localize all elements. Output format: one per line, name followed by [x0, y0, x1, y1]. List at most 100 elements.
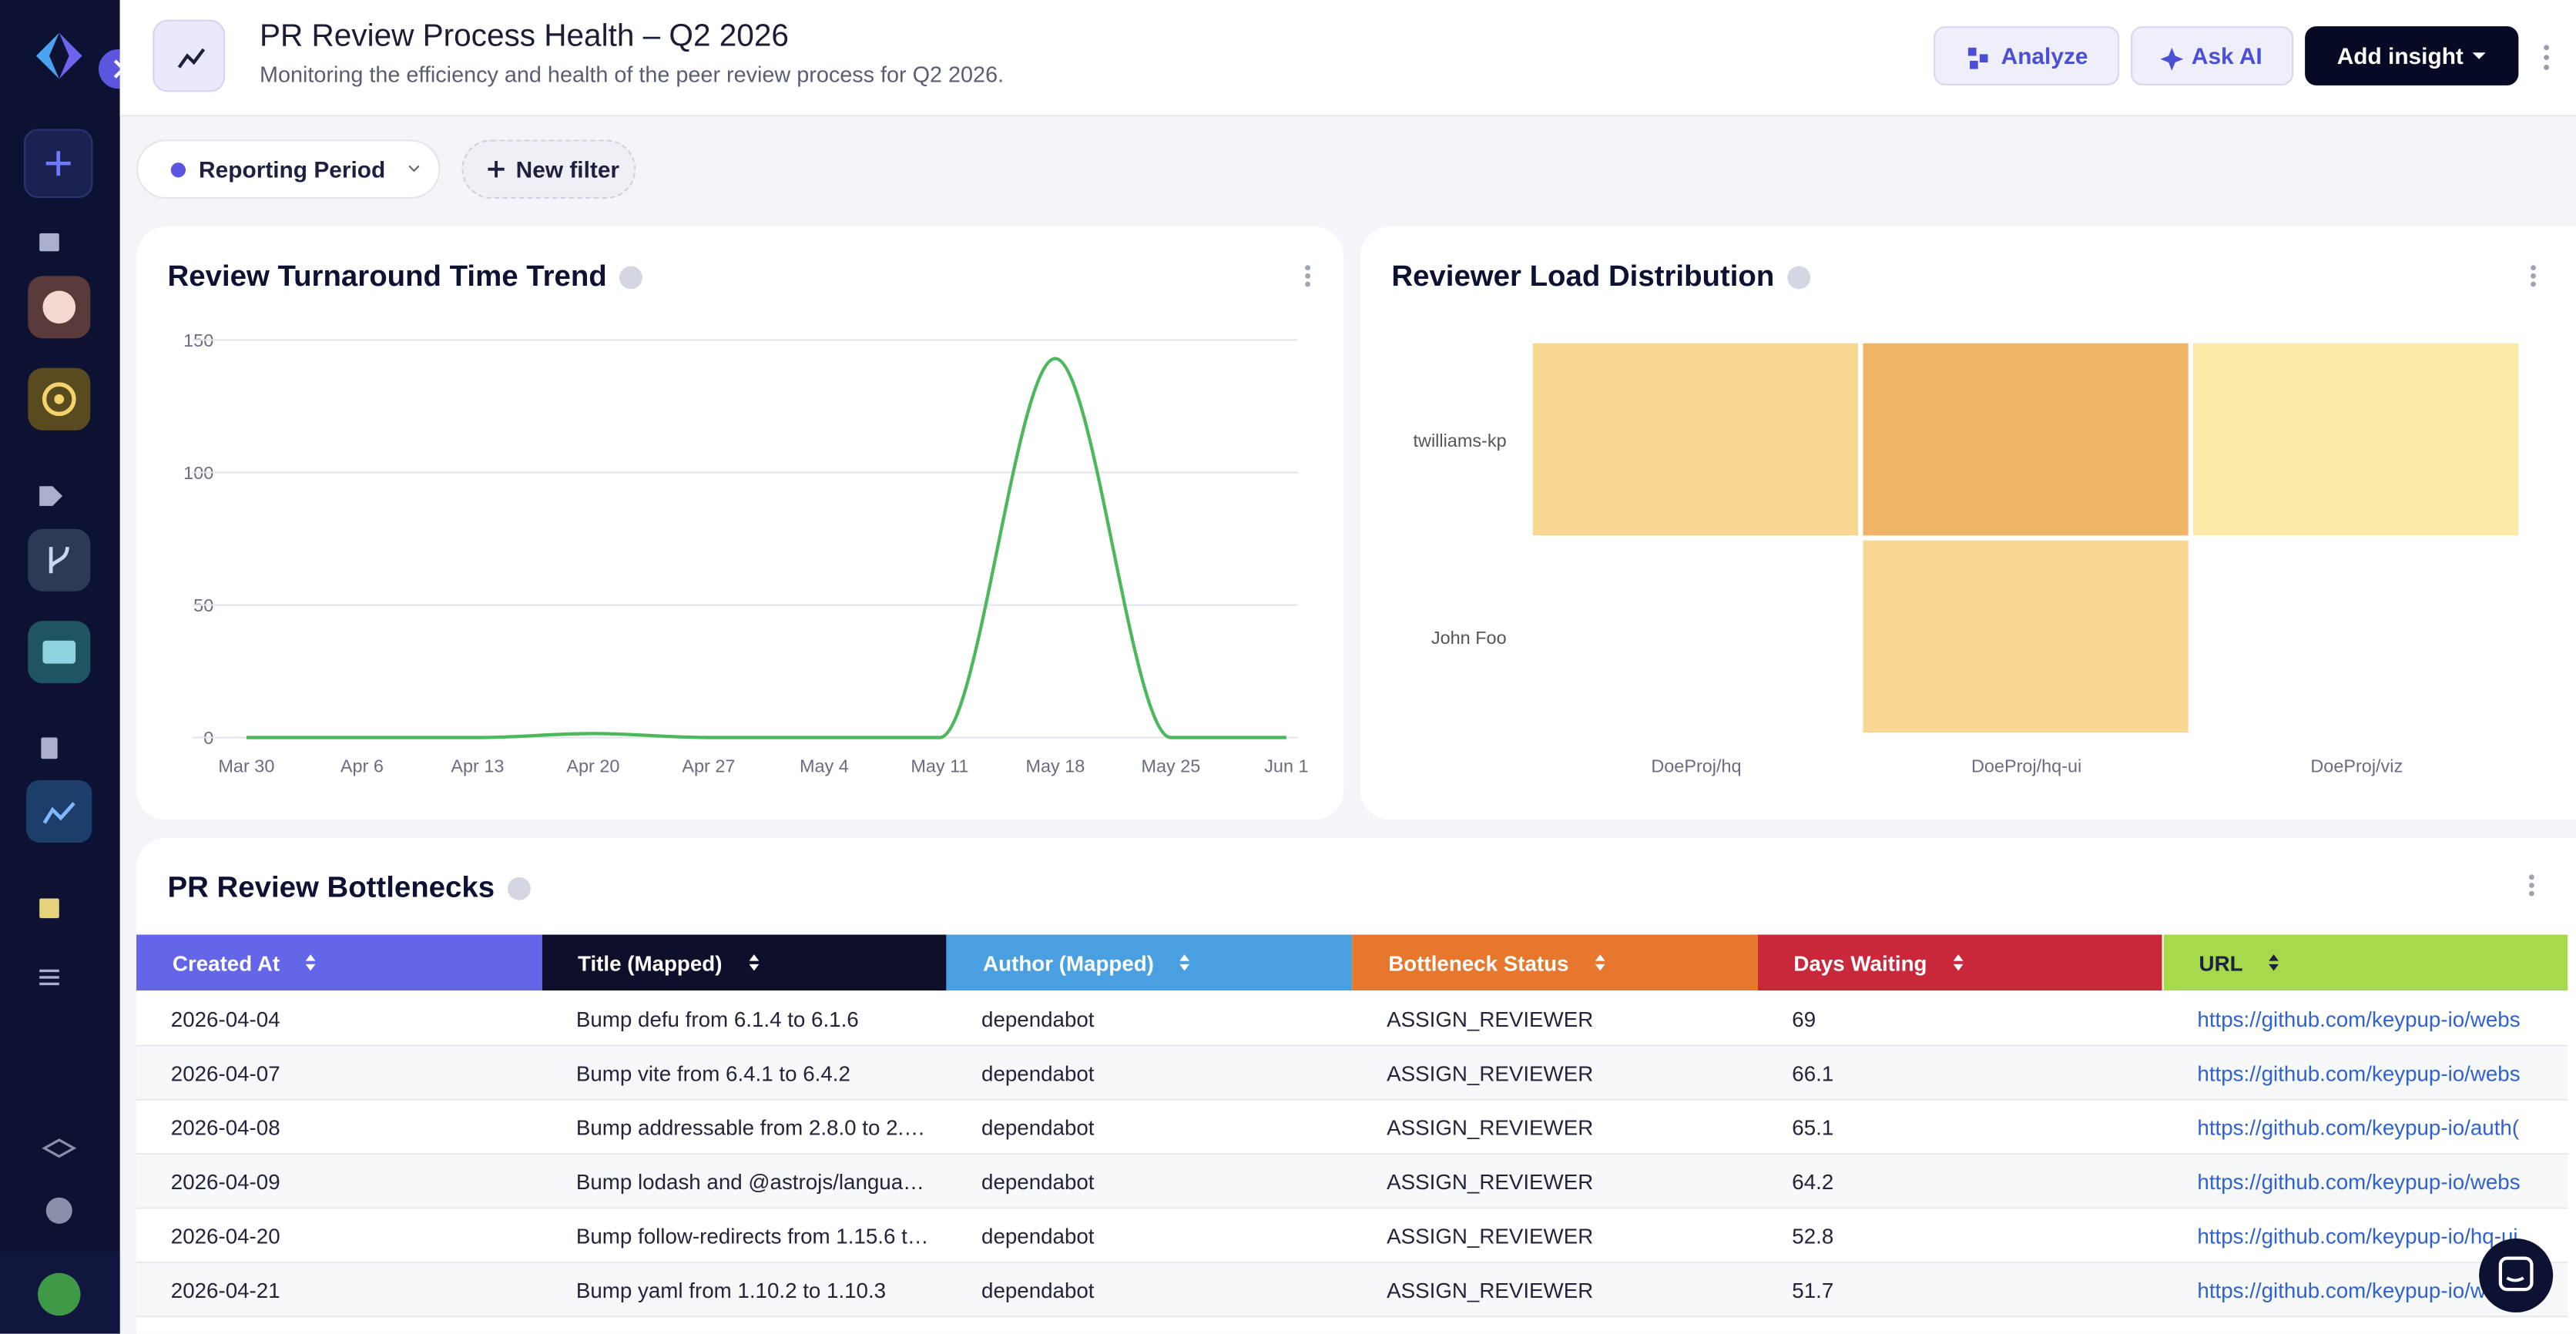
button-label: Ask AI	[2191, 42, 2262, 69]
table-cell: ASSIGN_REVIEWER	[1387, 1061, 1594, 1086]
x-tick-label: May 4	[800, 756, 849, 776]
table-cell: dependabot	[981, 1169, 1095, 1195]
x-tick-label: Jun 1	[1264, 756, 1308, 776]
table-cell: dependabot	[981, 1278, 1095, 1303]
analyze-button[interactable]: Analyze	[1934, 26, 2120, 85]
table-row	[136, 1208, 2568, 1264]
table-row	[136, 992, 2568, 1047]
table-cell: https://github.com/keypup-io/hq-ui	[2197, 1223, 2518, 1249]
column-header: URL	[2162, 934, 2568, 990]
row-label: John Foo	[1431, 628, 1507, 648]
table-row	[136, 1100, 2568, 1155]
add-insight-button[interactable]: Add insight	[2305, 26, 2519, 85]
ask-ai-button[interactable]: Ask AI	[2131, 26, 2294, 85]
x-tick-label: Apr 27	[682, 756, 735, 776]
header-label: Days Waiting	[1793, 950, 1927, 975]
x-tick-label: Apr 20	[566, 756, 619, 776]
table-cell: 66.1	[1792, 1061, 1834, 1086]
table-cell: 2026-04-21	[170, 1278, 280, 1303]
heatmap-cell	[1532, 343, 1859, 536]
data-table: Created At 2026-04-04 2026-04-07 2026-04-08…	[136, 934, 2568, 1333]
row-label: twilliams-kp	[1414, 431, 1507, 451]
header-label: URL	[2199, 950, 2243, 975]
heatmap-cell	[2193, 343, 2519, 536]
chart-card: Review Turnaround Time Trend	[136, 226, 1344, 820]
reporting-period-filter[interactable]: Reporting Period	[136, 139, 441, 199]
table-cell: https://github.com/keypup-io/webs	[2197, 1007, 2521, 1032]
sidebar	[0, 0, 139, 1334]
new-filter-button[interactable]: New filter	[461, 139, 636, 199]
table-cell: Bump defu from 6.1.4 to 6.1.6	[575, 1007, 859, 1032]
table-cell: ASSIGN_REVIEWER	[1387, 1278, 1594, 1303]
table-cell: 2026-04-07	[170, 1061, 280, 1086]
column-label: DoeProj/viz	[2310, 756, 2403, 776]
table-cell: dependabot	[981, 1115, 1095, 1141]
table-cell: https://github.com/keypup-io/webs	[2197, 1278, 2521, 1303]
x-tick-label: Mar 30	[218, 756, 274, 776]
table-cell: 2026-04-20	[170, 1223, 280, 1249]
filter-label: Reporting Period	[199, 156, 386, 183]
table-cell: ASSIGN_REVIEWER	[1387, 1169, 1594, 1195]
table-cell: Bump yaml from 1.10.2 to 1.10.3	[575, 1278, 887, 1303]
table-cell: Bump lodash and @astrojs/langua…	[575, 1169, 924, 1195]
button-label: Add insight	[2336, 42, 2464, 69]
x-tick-label: May 25	[1141, 756, 1200, 776]
sidebar-icons	[0, 32, 139, 1334]
sort-icon[interactable]	[1154, 951, 1203, 974]
column-label: DoeProj/hq	[1651, 756, 1741, 776]
table-cell: ASSIGN_REVIEWER	[1387, 1007, 1594, 1032]
table-cell: 51.7	[1792, 1278, 1834, 1303]
logo	[59, 32, 82, 79]
table-title: PR Review Bottlenecks	[168, 870, 532, 905]
heatmap-cell	[1863, 540, 2189, 733]
column-header: Title (Mapped)	[542, 934, 948, 990]
table-cell: 65.1	[1792, 1115, 1834, 1141]
user-avatar[interactable]	[38, 1272, 81, 1316]
table-cell: 64.2	[1792, 1169, 1834, 1195]
logo	[35, 32, 59, 79]
header-label: Author (Mapped)	[983, 950, 1154, 975]
table-cell: ASSIGN_REVIEWER	[1387, 1223, 1594, 1249]
table-row	[136, 1046, 2568, 1101]
x-tick-label: Apr 13	[451, 756, 504, 776]
nav-item[interactable]	[26, 780, 92, 843]
table-cell: 69	[1792, 1007, 1816, 1032]
header: PR Review Process Health – Q2 2026 Monit…	[119, 0, 2576, 117]
x-tick-label: May 11	[911, 756, 968, 776]
button-label: Analyze	[2001, 42, 2088, 69]
header-icons	[1967, 45, 2550, 71]
column-header: Created At	[136, 934, 542, 990]
header-label: Created At	[172, 950, 280, 975]
x-tick-label: Apr 6	[340, 756, 384, 776]
table-cell: https://github.com/keypup-io/webs	[2197, 1061, 2521, 1086]
chart-title: Review Turnaround Time Trend	[168, 260, 643, 294]
table-cell: Bump follow-redirects from 1.15.6 t…	[575, 1223, 929, 1249]
sort-icon[interactable]	[2243, 951, 2293, 974]
sort-icon[interactable]	[280, 951, 329, 974]
chart-title: Reviewer Load Distribution	[1391, 260, 1811, 294]
table-cell: 52.8	[1792, 1223, 1834, 1249]
column-label: DoeProj/hq-ui	[1971, 756, 2081, 776]
table-cell: https://github.com/keypup-io/webs	[2197, 1169, 2521, 1195]
line-series	[246, 357, 1286, 739]
header-label: Bottleneck Status	[1388, 950, 1569, 975]
table-cell: Bump vite from 6.4.1 to 6.4.2	[575, 1061, 850, 1086]
table-cell: 2026-04-08	[170, 1115, 280, 1141]
chat-button[interactable]	[2479, 1238, 2554, 1312]
sort-icon[interactable]	[1568, 951, 1618, 974]
table-row	[136, 1155, 2568, 1209]
table-cell: https://github.com/keypup-io/auth(	[2197, 1115, 2520, 1141]
sort-icon[interactable]	[1927, 951, 1976, 974]
x-tick-label: May 18	[1025, 756, 1085, 776]
table-cell: dependabot	[981, 1223, 1095, 1249]
filter-label: New filter	[515, 156, 620, 183]
table-cell: dependabot	[981, 1007, 1095, 1032]
table-cell: ASSIGN_REVIEWER	[1387, 1115, 1594, 1141]
table-cell: 2026-04-04	[170, 1007, 280, 1032]
sort-icon[interactable]	[722, 951, 771, 974]
header-label: Title (Mapped)	[578, 950, 723, 975]
column-header: Author (Mapped)	[947, 934, 1353, 990]
